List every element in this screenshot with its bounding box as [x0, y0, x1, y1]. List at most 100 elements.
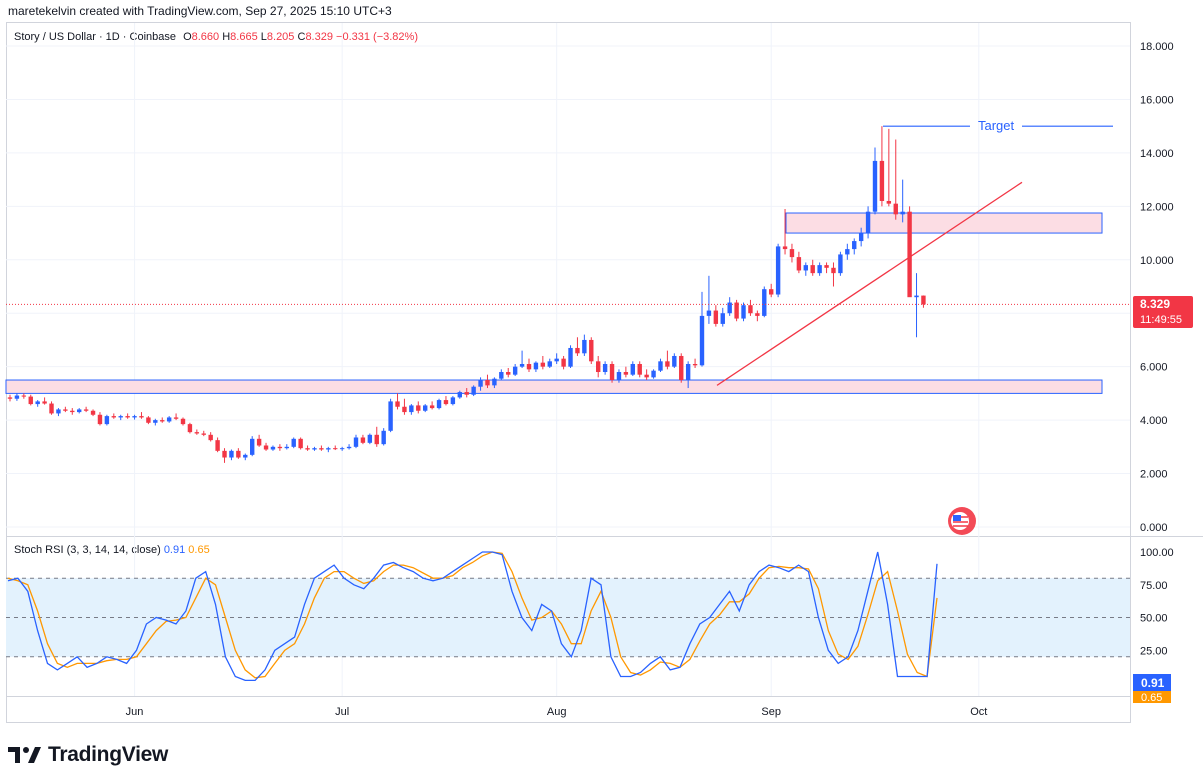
candle	[609, 361, 615, 383]
candle-body	[692, 363, 698, 366]
candle	[429, 401, 435, 410]
candle	[741, 302, 746, 322]
candle-body	[789, 249, 795, 258]
candle	[845, 243, 850, 260]
candle	[589, 337, 594, 364]
time-tick-label: Oct	[970, 706, 987, 718]
candle	[215, 437, 220, 453]
candle	[921, 295, 926, 308]
candle	[506, 368, 511, 378]
candle	[402, 398, 407, 415]
resistance-zone	[785, 212, 1103, 234]
candle-body	[720, 313, 725, 324]
candle	[277, 444, 283, 451]
candle-body	[879, 160, 885, 201]
close-value: 8.329	[305, 31, 333, 43]
symbol-legend: Story / US Dollar · 1D · Coinbase O8.660…	[14, 31, 418, 43]
candle	[900, 179, 905, 223]
candle-body	[512, 366, 518, 375]
candle	[28, 394, 33, 406]
candle-body	[457, 392, 462, 398]
support-zone	[5, 379, 1103, 394]
tradingview-mark-icon	[8, 747, 41, 763]
price-zones	[5, 212, 1103, 394]
candle-body	[312, 448, 317, 450]
candle	[367, 433, 373, 445]
stoch-rsi-legend: Stoch RSI (3, 3, 14, 14, close) 0.91 0.6…	[14, 544, 210, 556]
candle-body	[540, 362, 546, 367]
candle-body	[402, 406, 407, 413]
time-tick-label: Jun	[126, 706, 144, 718]
stoch-rsi-name[interactable]: Stoch RSI (3, 3, 14, 14, close)	[14, 544, 161, 556]
candle-body	[97, 414, 103, 425]
candle	[602, 361, 608, 375]
candle	[547, 358, 552, 369]
tradingview-logo[interactable]: TradingView	[8, 742, 168, 768]
candle	[42, 397, 47, 405]
candle-body	[762, 289, 767, 316]
candle-body	[277, 446, 283, 449]
candle-body	[582, 339, 587, 354]
rsi-tick-label: 100.00	[1140, 547, 1174, 559]
candle	[118, 414, 123, 421]
candle-body	[298, 438, 303, 449]
candle	[291, 437, 296, 449]
candle-body	[644, 374, 649, 378]
candle	[160, 417, 165, 423]
candle	[450, 396, 456, 406]
grid-lines	[6, 23, 1130, 696]
candle-body	[83, 409, 89, 411]
candle-body	[353, 437, 359, 447]
candle	[831, 262, 836, 287]
candle	[769, 283, 774, 298]
candle-body	[236, 450, 241, 458]
candle	[111, 413, 116, 419]
symbol-name[interactable]: Story / US Dollar · 1D · Coinbase	[14, 31, 176, 43]
candle-body	[208, 434, 213, 441]
candle-body	[796, 257, 802, 271]
price-tick-label: 16.000	[1140, 94, 1174, 106]
candle-body	[637, 363, 642, 375]
candle-body	[471, 386, 476, 395]
price-tick-label: 18.000	[1140, 41, 1174, 53]
candle-body	[305, 448, 310, 450]
stoch-rsi-k-line	[7, 551, 938, 682]
candle	[706, 275, 712, 324]
candle-body	[90, 410, 96, 415]
candle	[21, 393, 27, 399]
candle-body	[319, 448, 324, 450]
candle	[243, 453, 248, 461]
candle	[319, 445, 324, 451]
low-label: L	[260, 31, 267, 43]
candle-body	[734, 302, 739, 319]
candle	[236, 448, 241, 459]
candle-body	[755, 313, 760, 316]
candle	[672, 353, 677, 369]
us-flag-icon[interactable]	[948, 507, 976, 535]
candle	[360, 434, 366, 445]
high-label: H	[222, 31, 231, 43]
axes: 0.0002.0004.0006.0008.00010.00012.00014.…	[126, 41, 1174, 718]
candle-body	[77, 409, 82, 413]
candle	[250, 436, 255, 457]
candle	[872, 147, 878, 215]
candle-body	[35, 401, 40, 405]
candle	[685, 361, 691, 389]
candle	[222, 448, 227, 463]
candle-body	[63, 409, 68, 411]
candle-body	[685, 363, 691, 381]
candle-body	[388, 401, 393, 431]
candle-body	[436, 400, 442, 409]
candle	[83, 406, 89, 413]
credit-line: maretekelvin created with TradingView.co…	[8, 4, 392, 18]
candle-body	[554, 358, 559, 362]
candle-body	[104, 416, 110, 425]
candle	[153, 418, 158, 426]
candle	[568, 345, 573, 369]
candle-body	[769, 289, 774, 295]
candle	[326, 446, 331, 453]
candle-body	[810, 265, 815, 274]
candle-body	[70, 410, 75, 413]
candle	[423, 404, 428, 413]
